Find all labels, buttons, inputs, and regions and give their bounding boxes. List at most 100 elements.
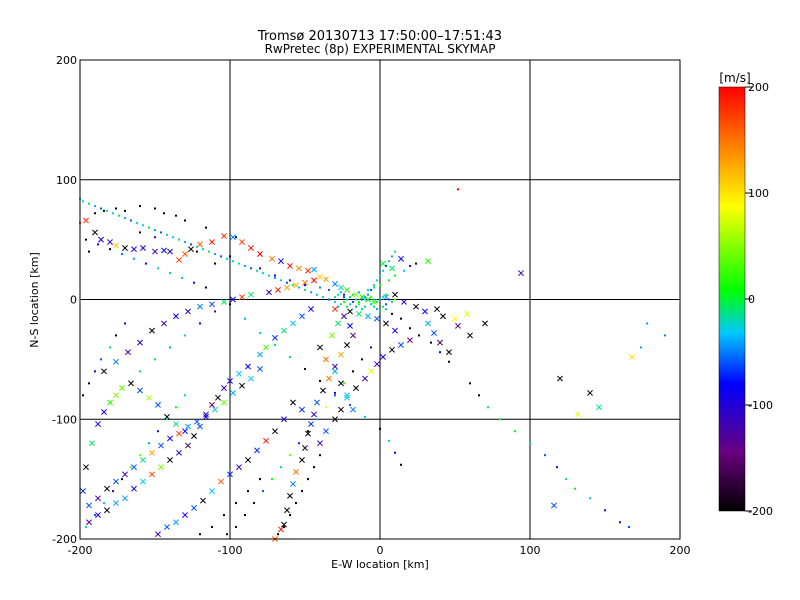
data-point-dot: [82, 200, 84, 203]
x-tick-label: 0: [377, 544, 384, 557]
data-point-x: [482, 320, 488, 327]
data-point-x: [335, 320, 341, 327]
data-point-dot: [175, 214, 177, 217]
data-point-x: [92, 229, 98, 236]
data-point-dot: [109, 346, 111, 349]
data-point-x: [320, 387, 326, 394]
data-point-dot: [166, 233, 168, 236]
data-point-dot: [328, 298, 330, 301]
x-tick-label: -100: [218, 544, 243, 557]
data-point-dot: [157, 430, 159, 433]
data-point-x: [248, 375, 254, 382]
data-point-dot: [367, 293, 369, 296]
data-point-x: [368, 368, 374, 375]
data-point-x: [176, 449, 182, 456]
data-point-dot: [100, 358, 102, 361]
data-point-x: [389, 346, 395, 353]
data-point-dot: [337, 305, 339, 308]
data-point-x: [155, 401, 161, 408]
data-point-x: [167, 435, 173, 442]
data-point-dot: [385, 293, 387, 296]
data-point-x: [209, 401, 215, 408]
data-point-dot: [166, 418, 168, 421]
data-point-dot: [247, 490, 249, 493]
data-point-x: [398, 255, 404, 262]
data-point-dot: [364, 298, 366, 301]
data-point-x: [392, 291, 398, 298]
data-point-dot: [469, 382, 471, 385]
data-point-dot: [385, 308, 387, 311]
data-point-dot: [358, 291, 360, 294]
data-point-dot: [391, 312, 393, 315]
data-point-dot: [232, 260, 234, 263]
data-point-x: [191, 433, 197, 439]
data-point-dot: [274, 276, 276, 279]
data-point-dot: [97, 243, 99, 246]
data-point-dot: [388, 260, 390, 263]
data-point-dot: [226, 257, 228, 260]
data-point-x: [173, 519, 179, 526]
data-point-dot: [316, 293, 318, 296]
data-point-dot: [292, 284, 294, 287]
data-point-dot: [280, 466, 282, 469]
data-point-x: [236, 464, 242, 471]
data-point-x: [344, 286, 350, 293]
data-point-dot: [235, 526, 237, 529]
data-point-dot: [298, 286, 300, 289]
data-point-x: [104, 485, 110, 492]
data-point-x: [221, 399, 227, 406]
data-point-x: [518, 270, 524, 277]
data-point-dot: [169, 272, 171, 275]
data-point-x: [209, 301, 215, 308]
data-point-x: [236, 370, 242, 377]
data-point-x: [248, 291, 254, 298]
data-point-dot: [388, 298, 390, 301]
data-point-x: [239, 239, 245, 245]
data-point-dot: [184, 219, 186, 222]
data-point-x: [227, 377, 233, 384]
data-point-dot: [214, 252, 216, 255]
data-point-dot: [352, 300, 354, 303]
data-point-dot: [304, 284, 306, 287]
y-axis-ticks: -200 -100 0 100 200: [52, 54, 77, 546]
data-point-x: [362, 375, 368, 382]
data-point-x: [113, 358, 119, 365]
data-point-dot: [391, 255, 393, 258]
data-point-x: [380, 354, 386, 360]
data-point-dot: [133, 257, 135, 260]
data-point-x: [140, 478, 146, 485]
data-point-x: [317, 344, 323, 351]
data-point-x: [338, 284, 344, 291]
data-point-dot: [409, 264, 411, 267]
data-point-dot: [154, 207, 156, 210]
data-point-x: [323, 428, 329, 435]
data-point-x: [263, 437, 269, 444]
data-point-dot: [115, 334, 117, 337]
data-point-x: [158, 464, 164, 471]
data-point-dot: [88, 382, 90, 385]
data-point-dot: [103, 209, 105, 212]
data-point-x: [350, 406, 356, 413]
data-point-x: [290, 480, 296, 487]
data-point-x: [293, 282, 299, 289]
data-point-x: [425, 320, 431, 327]
data-point-dot: [103, 502, 105, 505]
x-tick-label: -200: [68, 544, 93, 557]
data-point-dot: [124, 322, 126, 325]
data-point-x: [302, 445, 308, 451]
data-point-dot: [139, 205, 141, 208]
x-tick-label: 100: [520, 544, 541, 557]
data-point-x: [314, 399, 320, 406]
data-point-x: [161, 247, 167, 254]
chart-title: Tromsø 20130713 17:50:00–17:51:43: [257, 29, 502, 44]
data-point-dot: [487, 406, 489, 409]
data-point-dot: [136, 221, 138, 224]
data-point-x: [401, 298, 407, 305]
data-point-x: [359, 294, 365, 301]
data-point-dot: [85, 238, 87, 241]
data-point-x: [413, 303, 419, 310]
data-point-x: [308, 306, 314, 313]
data-point-x: [557, 375, 563, 382]
data-point-x: [374, 361, 380, 368]
data-point-dot: [199, 322, 201, 325]
